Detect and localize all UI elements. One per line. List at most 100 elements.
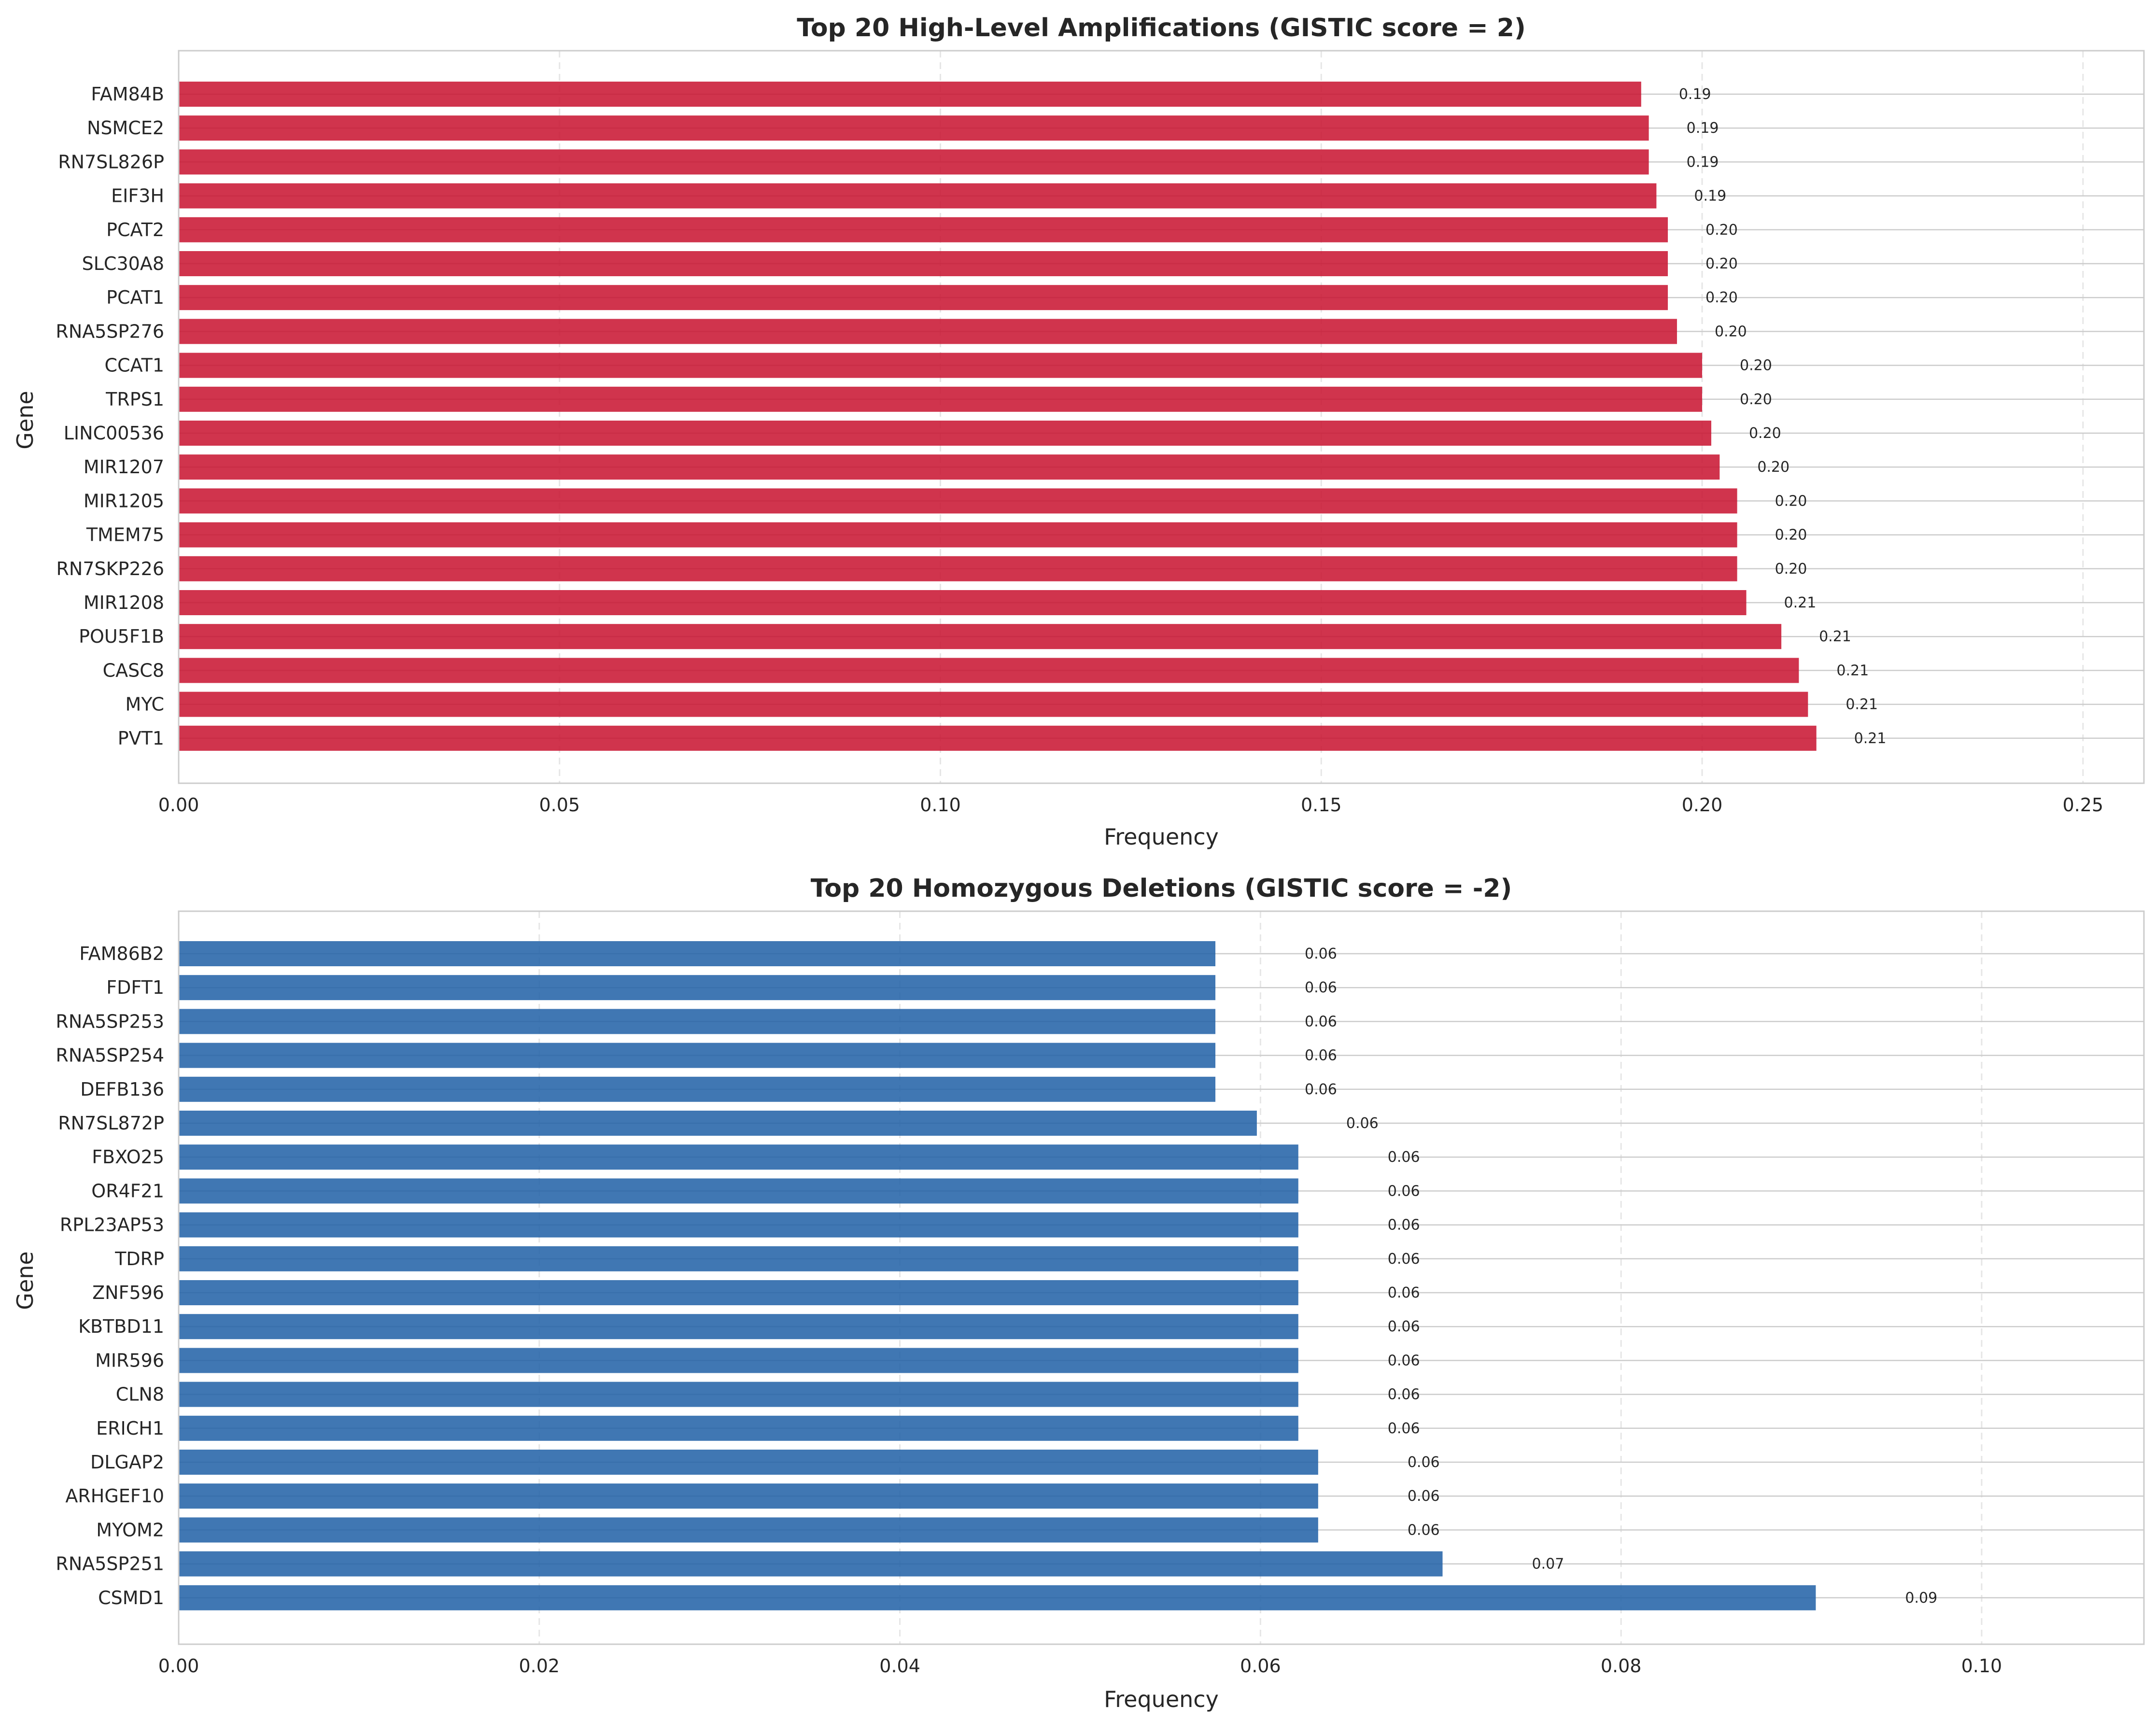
del-gene-label: TDRP [114, 1248, 164, 1270]
del-gene-label: ARHGEF10 [65, 1485, 164, 1507]
amplifications-panel: Top 20 High-Level Amplifications (GISTIC… [12, 14, 2145, 850]
amp-gene-label: MIR1207 [84, 456, 164, 478]
amp-bar [179, 183, 1657, 209]
del-value-label: 0.06 [1305, 1081, 1337, 1098]
amp-gene-label: PCAT1 [106, 287, 164, 308]
amp-value-label: 0.20 [1705, 255, 1738, 272]
del-gene-label: RPL23AP53 [60, 1214, 164, 1236]
amp-gene-label: MIR1208 [84, 592, 164, 613]
amp-value-label: 0.19 [1679, 86, 1711, 103]
amp-value-label: 0.20 [1705, 289, 1738, 306]
del-x-tick-label: 0.02 [519, 1655, 560, 1677]
del-x-tick-label: 0.10 [1961, 1655, 2002, 1677]
del-gene-label: MIR596 [95, 1350, 164, 1371]
amp-x-tick-label: 0.25 [2062, 794, 2103, 816]
del-gene-label: DLGAP2 [90, 1452, 164, 1473]
amp-bar [179, 386, 1703, 412]
amp-bar [179, 658, 1799, 683]
amp-bar [179, 251, 1668, 276]
amp-gene-label: RN7SKP226 [56, 558, 165, 579]
amp-bar [179, 624, 1782, 649]
del-value-label: 0.06 [1408, 1488, 1440, 1505]
del-gene-label: MYOM2 [96, 1519, 164, 1540]
del-bar [179, 975, 1216, 1001]
del-bar [179, 1111, 1257, 1136]
amp-gene-label: RN7SL826P [58, 151, 164, 172]
amp-x-tick-label: 0.20 [1682, 794, 1723, 816]
del-value-label: 0.06 [1388, 1420, 1420, 1437]
amp-gene-label: POU5F1B [79, 626, 164, 647]
deletions-x-axis-label: Frequency [1104, 1686, 1219, 1712]
del-value-label: 0.06 [1305, 1047, 1337, 1064]
amp-bar [179, 319, 1677, 344]
amp-value-label: 0.19 [1687, 154, 1719, 170]
deletions-bars [179, 941, 1816, 1610]
amp-gene-label: CASC8 [103, 660, 164, 681]
amplifications-gene-labels: FAM84B NSMCE2 RN7SL826P EIF3H PCAT2 SLC30A8 PC… [56, 84, 164, 749]
amp-value-label: 0.19 [1694, 188, 1726, 205]
del-bar [179, 1348, 1298, 1373]
amp-bar [179, 82, 1641, 107]
del-gene-label: DEFB136 [80, 1079, 164, 1100]
deletions-panel: Top 20 Homozygous Deletions (GISTIC scor… [12, 874, 2145, 1712]
amp-value-label: 0.21 [1784, 594, 1817, 611]
amp-gene-label: TRPS1 [105, 389, 164, 410]
amp-value-label: 0.20 [1715, 323, 1747, 340]
del-value-label: 0.06 [1305, 1013, 1337, 1030]
del-bar [179, 1314, 1298, 1340]
del-bar [179, 1009, 1216, 1034]
amp-value-label: 0.20 [1740, 391, 1772, 408]
del-value-label: 0.06 [1408, 1454, 1440, 1471]
del-value-label: 0.06 [1305, 945, 1337, 962]
del-gene-label: RNA5SP251 [56, 1553, 164, 1575]
amp-value-label: 0.20 [1740, 357, 1772, 374]
del-bar [179, 941, 1216, 966]
amp-gene-label: FAM84B [91, 84, 164, 105]
amplifications-title: Top 20 High-Level Amplifications (GISTIC… [797, 14, 1525, 42]
del-x-tick-label: 0.08 [1601, 1655, 1642, 1677]
amp-value-label: 0.20 [1775, 561, 1807, 578]
del-value-label: 0.06 [1305, 979, 1337, 996]
amp-bar [179, 454, 1720, 480]
del-gene-label: FDFT1 [106, 977, 164, 998]
deletions-plot-frame [178, 910, 2145, 1645]
amp-bar [179, 691, 1808, 717]
amplifications-bars [179, 82, 1817, 751]
del-bar [179, 1144, 1298, 1170]
del-gene-label: RNA5SP254 [56, 1045, 164, 1066]
del-bar [179, 1212, 1298, 1238]
amp-x-tick-label: 0.05 [539, 794, 580, 816]
amp-bar [179, 149, 1649, 175]
del-bar [179, 1450, 1318, 1475]
del-gene-label: FBXO25 [92, 1146, 164, 1168]
amplifications-data-labels: 0.19 0.19 0.19 0.19 0.20 0.20 0.20 0.20 0.20 0.20… [1679, 86, 1887, 747]
amp-value-label: 0.21 [1836, 662, 1869, 679]
del-value-label: 0.06 [1388, 1318, 1420, 1335]
del-gene-label: ERICH1 [96, 1418, 164, 1439]
del-value-label: 0.06 [1388, 1251, 1420, 1268]
del-bar [179, 1178, 1298, 1204]
del-gene-label: RNA5SP253 [56, 1011, 164, 1032]
amp-value-label: 0.21 [1819, 628, 1851, 645]
del-value-label: 0.06 [1388, 1183, 1420, 1199]
amp-gene-label: NSMCE2 [87, 117, 164, 139]
amp-x-tick-label: 0.10 [920, 794, 961, 816]
del-x-tick-label: 0.00 [158, 1655, 199, 1677]
amp-value-label: 0.20 [1705, 222, 1738, 239]
deletions-data-labels: 0.06 0.06 0.06 0.06 0.06 0.06 0.06 0.06 0.06 0.06… [1305, 945, 1937, 1607]
del-bar [179, 1246, 1298, 1271]
del-bar [179, 1585, 1816, 1610]
amp-bar [179, 115, 1649, 141]
amp-x-tick-label: 0.00 [158, 794, 199, 816]
del-x-tick-label: 0.04 [879, 1655, 920, 1677]
deletions-title: Top 20 Homozygous Deletions (GISTIC scor… [811, 874, 1512, 903]
amp-gene-label: PCAT2 [106, 219, 164, 240]
amp-value-label: 0.21 [1846, 696, 1878, 713]
amplifications-y-axis-label: Gene [12, 391, 38, 449]
del-bar [179, 1043, 1216, 1068]
amp-gene-label: EIF3H [111, 185, 164, 207]
del-gene-label: FAM86B2 [79, 943, 164, 964]
amp-gene-label: MIR1205 [84, 490, 164, 511]
amp-value-label: 0.20 [1749, 425, 1781, 442]
del-gene-label: KBTBD11 [78, 1316, 164, 1337]
